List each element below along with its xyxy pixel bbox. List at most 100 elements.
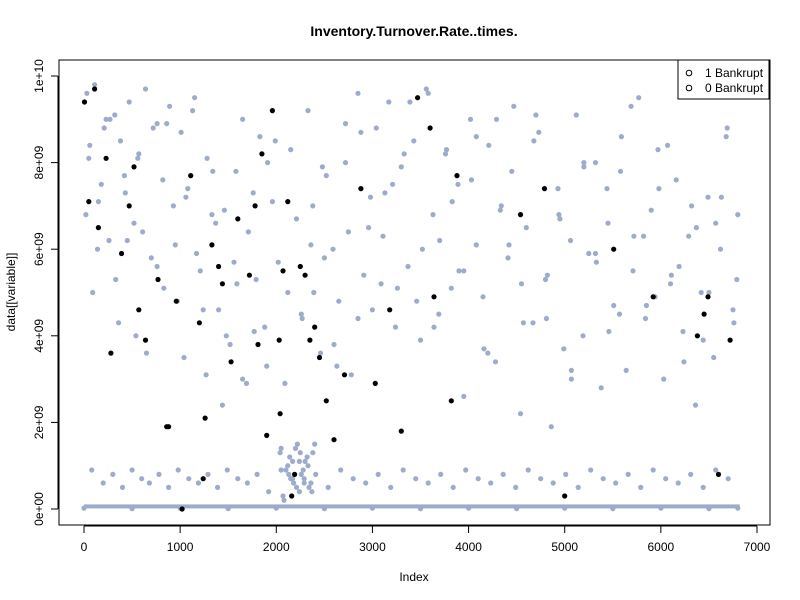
data-point: [641, 233, 647, 239]
data-point: [598, 385, 604, 391]
data-point: [342, 160, 349, 166]
data-point: [175, 467, 181, 473]
data-point: [219, 402, 225, 408]
data-point: [448, 398, 454, 404]
data-point: [575, 484, 581, 490]
x-axis-label: Index: [399, 570, 428, 584]
data-point: [161, 285, 167, 291]
data-point: [227, 341, 233, 348]
data-point: [269, 199, 275, 205]
data-point: [86, 199, 92, 205]
data-point: [170, 203, 176, 209]
data-point: [205, 471, 211, 477]
data-point: [486, 142, 492, 148]
data-point: [548, 424, 554, 430]
data-point: [119, 484, 126, 490]
x-tick-label: 1000: [167, 540, 194, 554]
data-point: [449, 199, 455, 205]
data-point: [196, 320, 202, 326]
data-point: [488, 480, 494, 486]
data-point: [455, 181, 461, 187]
data-point: [407, 99, 413, 105]
data-point: [108, 350, 114, 356]
data-point: [509, 168, 515, 174]
data-point: [160, 177, 166, 183]
data-point: [413, 476, 419, 482]
data-point: [338, 467, 344, 473]
data-point: [264, 363, 270, 369]
x-axis: 0 1000 2000 3000 4000 5000 6000 7000: [81, 525, 771, 554]
data-point: [541, 186, 548, 192]
data-point: [348, 372, 354, 378]
data-point: [581, 164, 587, 170]
data-point: [658, 505, 664, 511]
data-point: [454, 173, 460, 179]
data-point: [164, 424, 170, 430]
data-point: [520, 320, 527, 326]
data-point: [235, 476, 241, 482]
data-point: [616, 311, 623, 317]
data-point: [638, 484, 644, 490]
data-point: [700, 337, 706, 343]
data-point: [367, 194, 374, 200]
data-point: [310, 450, 316, 456]
data-point: [272, 138, 278, 144]
data-point: [140, 229, 146, 235]
data-point: [417, 337, 424, 343]
data-point: [613, 480, 619, 486]
data-point: [277, 411, 283, 417]
data-point: [525, 467, 531, 473]
data-point: [372, 380, 378, 386]
data-point: [308, 242, 314, 248]
data-point: [625, 471, 631, 477]
data-point: [231, 259, 237, 265]
data-point: [289, 493, 295, 499]
data-point: [461, 268, 467, 274]
x-tick-label: 4000: [455, 540, 482, 554]
data-point: [278, 445, 284, 451]
data-point: [642, 315, 649, 322]
data-point: [312, 441, 318, 447]
data-point: [244, 480, 250, 486]
data-point: [536, 129, 542, 135]
y-tick-label: 4e+09: [32, 319, 46, 353]
data-point: [103, 155, 109, 161]
data-point: [252, 203, 258, 209]
data-point: [345, 229, 351, 235]
data-point: [369, 307, 375, 313]
data-point: [425, 480, 431, 486]
data-point: [107, 116, 113, 122]
data-point: [531, 138, 537, 144]
y-tick-label: 2e+09: [32, 405, 46, 439]
data-point: [225, 506, 231, 512]
data-point: [693, 225, 700, 231]
data-point: [307, 337, 313, 343]
data-point: [257, 134, 263, 140]
data-point: [316, 354, 323, 361]
legend-marker: [685, 84, 693, 92]
data-point: [83, 212, 89, 218]
data-point: [506, 242, 512, 248]
data-point: [618, 134, 625, 140]
data-point: [643, 302, 650, 309]
x-tick-label: 7000: [744, 540, 771, 554]
data-point: [129, 467, 135, 473]
data-point: [95, 199, 101, 205]
data-point: [493, 116, 500, 122]
data-point: [610, 506, 616, 512]
data-point: [734, 276, 740, 283]
data-point: [265, 160, 271, 166]
data-point: [430, 212, 436, 218]
data-point: [167, 103, 173, 109]
data-point: [193, 250, 200, 257]
data-point: [228, 359, 234, 365]
data-point: [414, 298, 420, 304]
data-point: [126, 99, 132, 105]
data-point: [94, 246, 101, 252]
data-point: [178, 129, 184, 135]
data-point: [442, 151, 449, 157]
data-point: [431, 324, 437, 330]
data-point: [650, 467, 656, 473]
data-point: [401, 151, 407, 157]
